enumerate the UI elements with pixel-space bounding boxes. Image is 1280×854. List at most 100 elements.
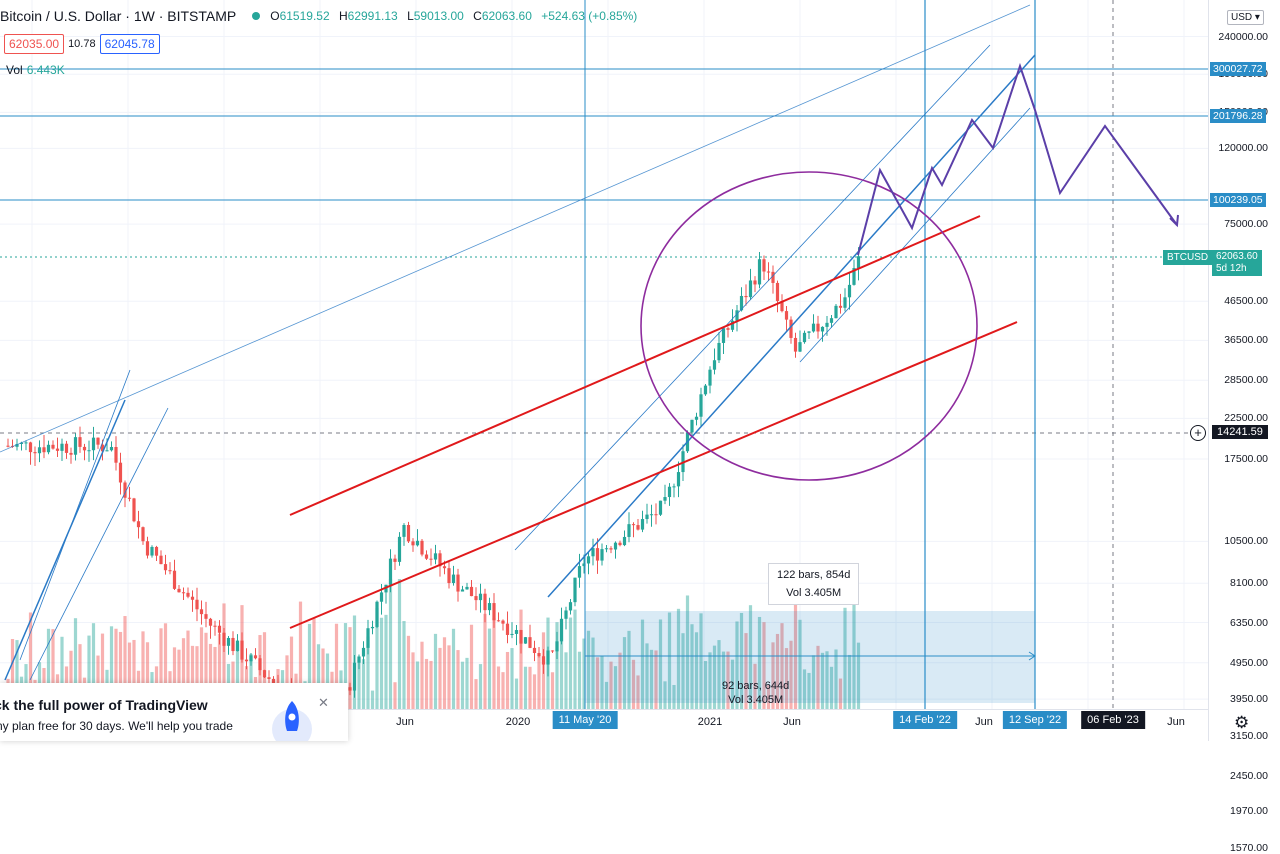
red-channel-lower[interactable] <box>289 321 1018 629</box>
price-chart[interactable] <box>0 0 1208 709</box>
price-tick: 46500.00 <box>1224 295 1268 308</box>
candle-body <box>244 659 249 662</box>
symbol-legend: Bitcoin / U.S. Dollar · 1W · BITSTAMP O6… <box>0 8 643 24</box>
volume-bar <box>528 666 532 709</box>
volume-bar <box>807 672 811 709</box>
volume-bar <box>438 647 442 709</box>
price-tick: 4950.00 <box>1230 656 1268 669</box>
candle-body <box>550 650 555 652</box>
candle-body <box>645 514 649 520</box>
volume-bar <box>451 628 456 709</box>
projection-path[interactable] <box>857 62 1178 256</box>
long-trendline-top[interactable] <box>0 4 1031 453</box>
candle-body <box>748 280 753 298</box>
volume-bar <box>762 622 766 709</box>
promo-banner[interactable]: ck the full power of TradingView ny plan… <box>0 683 348 741</box>
candle-body <box>492 603 496 621</box>
volume-bar <box>217 633 222 709</box>
volume-bar <box>145 642 150 709</box>
candle-body <box>168 570 172 572</box>
candle-body <box>186 592 190 597</box>
candle-body <box>775 282 780 302</box>
channel-2017-lower[interactable] <box>29 407 169 681</box>
volume-bar <box>856 642 861 709</box>
volume-bar <box>141 631 145 709</box>
volume-bar <box>442 637 447 709</box>
currency-selector[interactable]: USD ▾ <box>1227 10 1264 25</box>
candle-body <box>195 599 199 610</box>
price-tick: 3950.00 <box>1230 693 1268 706</box>
volume-bar <box>514 678 519 709</box>
time-tick: 2020 <box>505 716 531 728</box>
measure-range-box[interactable] <box>585 611 1035 703</box>
candle-body <box>811 323 816 332</box>
add-alert-icon[interactable]: + <box>1190 425 1206 441</box>
volume-bar <box>100 633 105 709</box>
level-label-100k: 100239.05 <box>1210 193 1266 207</box>
time-label-may-2020: 11 May '20 <box>552 711 618 729</box>
candle-body <box>825 322 829 327</box>
volume-bar <box>766 685 771 709</box>
time-label-feb-2022: 14 Feb '22 <box>893 711 957 729</box>
candle-body <box>154 546 159 556</box>
sell-button[interactable]: 62035.00 <box>4 34 65 54</box>
candle-body <box>604 548 609 550</box>
red-channel-upper[interactable] <box>289 215 981 516</box>
volume-bar <box>636 675 640 709</box>
candle-body <box>672 486 676 488</box>
volume-bar <box>712 645 717 709</box>
candle-body <box>172 570 177 589</box>
channel-2017-mid[interactable] <box>4 399 126 681</box>
price-axis[interactable] <box>1208 0 1280 741</box>
volume-bar <box>213 646 217 709</box>
volume-bar <box>15 640 19 709</box>
price-tick: 28500.00 <box>1224 374 1268 387</box>
candle-body <box>424 554 429 559</box>
volume-bar <box>771 642 775 709</box>
volume-bar <box>366 636 370 709</box>
volume-bar <box>474 679 478 709</box>
candle-body <box>114 446 118 463</box>
candle-body <box>829 318 834 323</box>
volume-bar <box>91 623 96 709</box>
volume-bar <box>361 659 366 709</box>
volume-bar <box>172 647 177 709</box>
volume-bar <box>469 624 474 709</box>
candle-body <box>100 444 105 452</box>
candle-body <box>109 446 114 451</box>
volume-bar <box>186 630 190 709</box>
volume-bar <box>519 609 523 709</box>
volume-bar <box>289 636 294 709</box>
volume-bar <box>208 643 213 709</box>
market-status-icon <box>252 12 261 20</box>
channel-2020-upper[interactable] <box>514 44 991 551</box>
settings-gear-icon[interactable]: ⚙ <box>1234 713 1250 732</box>
volume-legend[interactable]: Vol 6.443K <box>6 63 65 77</box>
candle-body <box>456 574 460 592</box>
channel-2020-mid[interactable] <box>547 54 1036 598</box>
volume-bar <box>285 655 289 709</box>
candle-body <box>465 586 469 590</box>
candle-body <box>546 650 550 665</box>
highlight-ellipse[interactable] <box>640 171 978 481</box>
symbol-title[interactable]: Bitcoin / U.S. Dollar · 1W · BITSTAMP <box>0 8 237 24</box>
candle-body <box>739 295 744 311</box>
volume-bar <box>609 661 613 709</box>
volume-bar <box>649 649 654 709</box>
volume-bar <box>618 652 622 709</box>
candle-body <box>640 519 645 530</box>
candle-body <box>834 305 838 319</box>
candle-body <box>420 540 424 555</box>
volume-bar <box>582 638 586 709</box>
volume-bar <box>496 666 501 709</box>
volume-bar <box>721 651 726 709</box>
volume-bar <box>123 616 127 709</box>
volume-bar <box>690 624 694 709</box>
volume-bar <box>505 651 510 709</box>
candle-body <box>123 482 127 498</box>
buy-button[interactable]: 62045.78 <box>99 34 160 54</box>
volume-bar <box>163 623 168 709</box>
close-icon[interactable]: ✕ <box>318 695 329 710</box>
rocket-icon <box>272 701 312 741</box>
channel-2020-lower[interactable] <box>799 107 1031 363</box>
